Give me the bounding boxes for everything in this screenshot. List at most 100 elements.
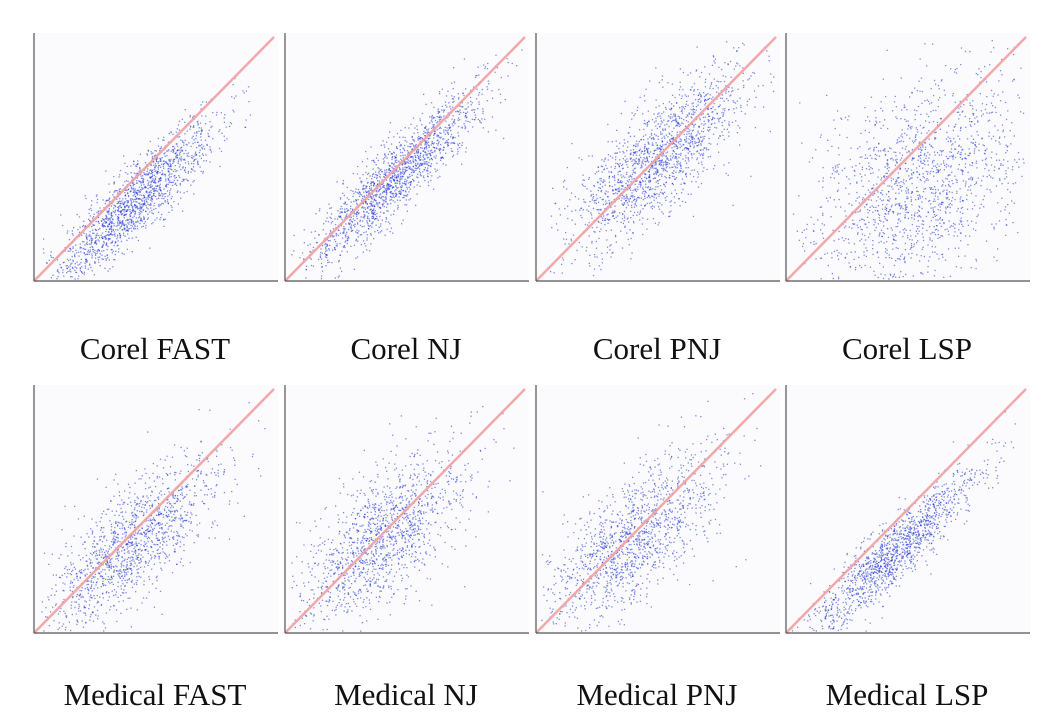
- data-point: [133, 223, 134, 224]
- data-point: [118, 214, 119, 215]
- data-point: [724, 129, 725, 130]
- data-point: [122, 202, 123, 203]
- data-point: [198, 124, 199, 125]
- data-point: [400, 130, 401, 131]
- data-point: [430, 172, 431, 173]
- data-point: [106, 229, 107, 230]
- data-point: [367, 182, 368, 183]
- data-point: [731, 77, 732, 78]
- data-point: [78, 275, 79, 276]
- data-point: [130, 215, 131, 216]
- data-point: [382, 199, 383, 200]
- data-point: [372, 176, 373, 177]
- data-point: [137, 160, 138, 161]
- data-point: [673, 184, 674, 185]
- data-point: [378, 220, 379, 221]
- data-point: [728, 136, 729, 137]
- data-point: [173, 151, 174, 152]
- data-point: [149, 172, 150, 173]
- data-point: [89, 264, 90, 265]
- data-point: [971, 177, 972, 178]
- data-point: [695, 181, 696, 182]
- data-point: [669, 101, 670, 102]
- data-point: [102, 224, 103, 225]
- data-point: [333, 228, 334, 229]
- data-point: [627, 217, 628, 218]
- data-point: [682, 150, 683, 151]
- data-point: [684, 183, 685, 184]
- data-point: [396, 194, 397, 195]
- data-point: [665, 164, 666, 165]
- data-point: [596, 203, 597, 204]
- data-point: [124, 215, 125, 216]
- data-point: [996, 154, 997, 155]
- data-point: [351, 221, 352, 222]
- data-point: [931, 192, 932, 193]
- data-point: [470, 101, 471, 102]
- data-point: [588, 206, 589, 207]
- data-point: [666, 108, 667, 109]
- data-point: [640, 157, 641, 158]
- data-point: [869, 166, 870, 167]
- data-point: [107, 212, 108, 213]
- data-point: [465, 120, 466, 121]
- data-point: [404, 181, 405, 182]
- data-point: [453, 125, 454, 126]
- data-point: [133, 161, 134, 162]
- data-point: [680, 166, 681, 167]
- data-point: [94, 261, 95, 262]
- data-point: [503, 138, 504, 139]
- data-point: [937, 238, 938, 239]
- data-point: [911, 243, 912, 244]
- data-point: [639, 219, 640, 220]
- data-point: [674, 196, 675, 197]
- data-point: [409, 168, 410, 169]
- data-point: [87, 244, 88, 245]
- data-point: [376, 202, 377, 203]
- data-point: [705, 79, 706, 80]
- data-point: [437, 177, 438, 178]
- data-point: [605, 204, 606, 205]
- data-point: [383, 185, 384, 186]
- data-point: [131, 205, 132, 206]
- data-point: [165, 174, 166, 175]
- data-point: [619, 212, 620, 213]
- data-point: [684, 148, 685, 149]
- data-point: [485, 66, 486, 67]
- data-point: [371, 211, 372, 212]
- data-point: [170, 163, 171, 164]
- data-point: [448, 139, 449, 140]
- data-point: [380, 188, 381, 189]
- data-point: [400, 191, 401, 192]
- data-point: [692, 86, 693, 87]
- data-point: [578, 198, 579, 199]
- data-point: [166, 150, 167, 151]
- data-point: [376, 218, 377, 219]
- data-point: [720, 117, 721, 118]
- data-point: [439, 150, 440, 151]
- data-point: [608, 159, 609, 160]
- data-point: [138, 180, 139, 181]
- data-point: [371, 203, 372, 204]
- data-point: [328, 240, 329, 241]
- data-point: [846, 176, 847, 177]
- data-point: [195, 138, 196, 139]
- data-point: [633, 145, 634, 146]
- data-point: [658, 123, 659, 124]
- data-point: [938, 99, 939, 100]
- data-point: [612, 190, 613, 191]
- data-point: [607, 223, 608, 224]
- data-point: [399, 142, 400, 143]
- data-point: [125, 220, 126, 221]
- data-point: [430, 180, 431, 181]
- data-point: [589, 263, 590, 264]
- data-point: [700, 154, 701, 155]
- data-point: [63, 276, 64, 277]
- data-point: [396, 162, 397, 163]
- data-point: [500, 94, 501, 95]
- data-point: [134, 226, 135, 227]
- data-point: [709, 138, 710, 139]
- data-point: [176, 143, 177, 144]
- data-point: [644, 173, 645, 174]
- data-point: [629, 127, 630, 128]
